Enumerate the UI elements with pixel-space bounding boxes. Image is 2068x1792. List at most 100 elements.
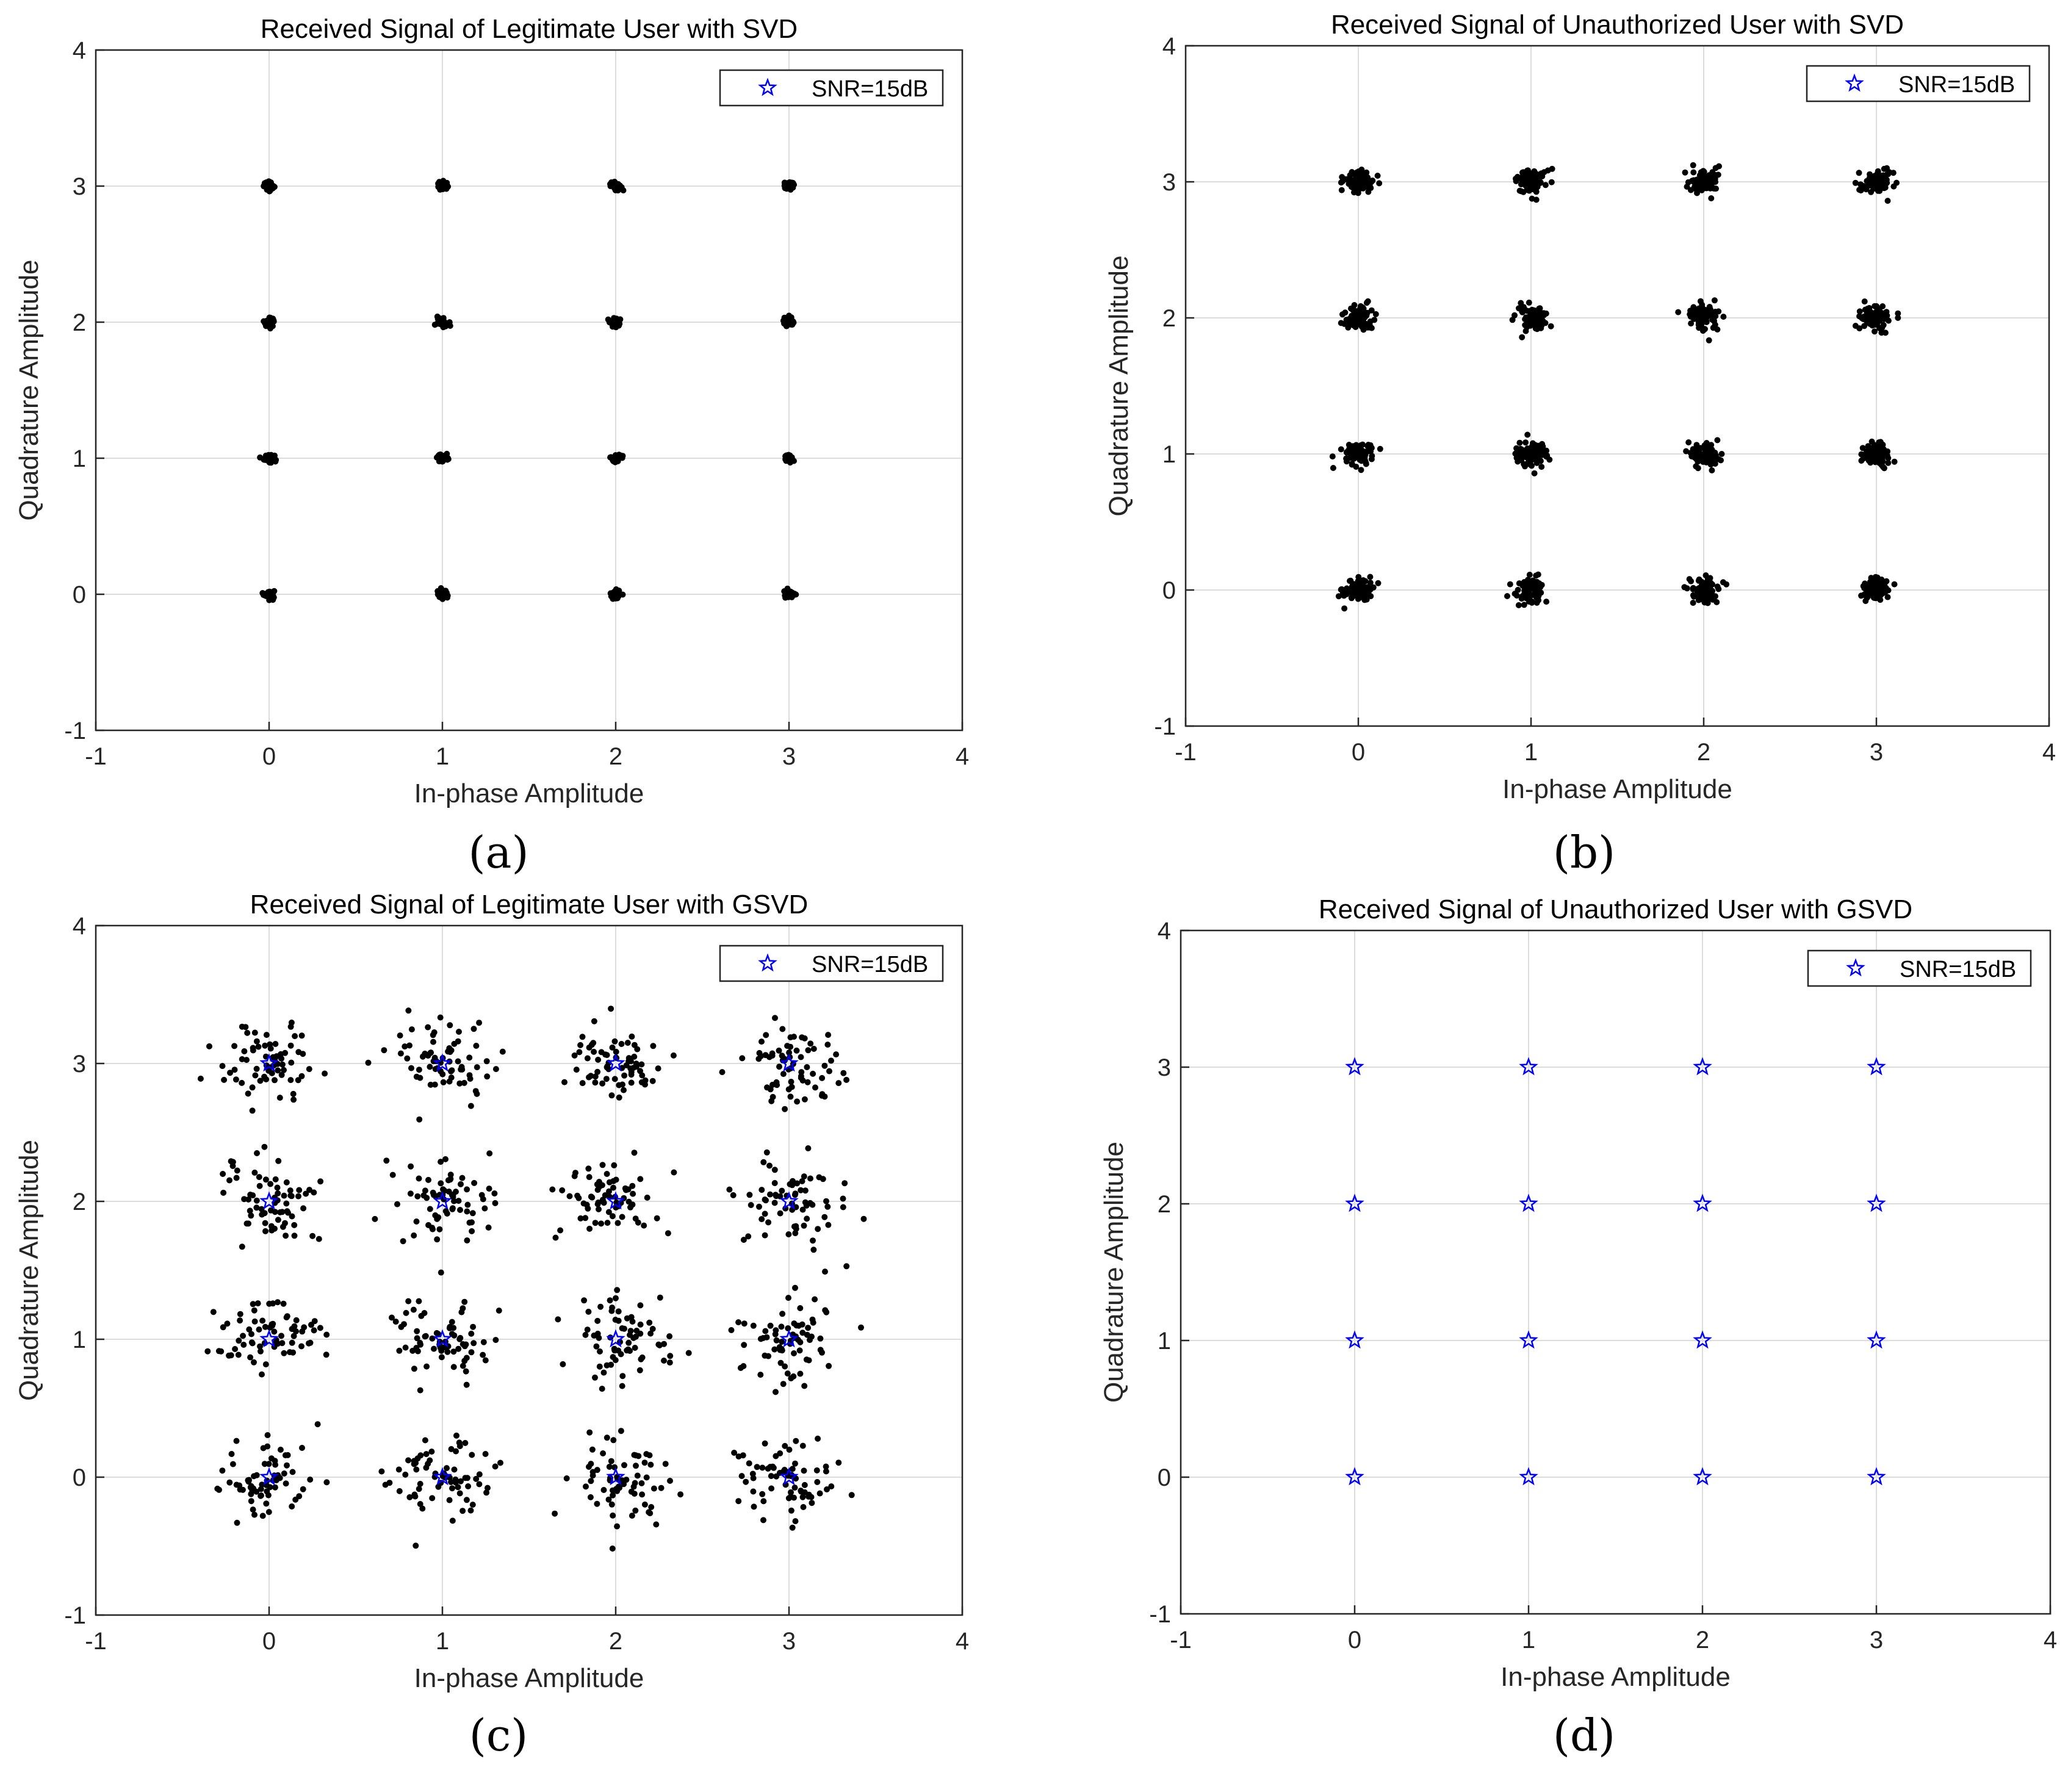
caption-d: (d) xyxy=(1552,1710,1616,1761)
data-point xyxy=(263,322,270,329)
x-tick-label: 4 xyxy=(2044,1627,2057,1653)
data-point xyxy=(1512,450,1519,457)
x-axis-label: In-phase Amplitude xyxy=(1502,774,1732,804)
data-point xyxy=(1370,584,1377,591)
data-point xyxy=(265,455,272,462)
data-point xyxy=(1538,582,1544,588)
data-point xyxy=(605,316,611,323)
data-point xyxy=(270,597,276,603)
y-tick-label: -1 xyxy=(1149,1601,1171,1628)
data-point xyxy=(1533,599,1540,606)
data-point xyxy=(1360,441,1366,448)
data-point xyxy=(784,591,791,597)
x-tick-label: -1 xyxy=(1170,1627,1192,1653)
data-point xyxy=(1347,578,1353,585)
data-point xyxy=(1368,179,1375,185)
data-point xyxy=(1355,596,1361,602)
data-point xyxy=(1329,453,1336,460)
data-point xyxy=(1364,298,1371,304)
data-point xyxy=(1525,591,1532,597)
data-point xyxy=(1358,323,1365,330)
data-point xyxy=(1372,311,1379,317)
data-point xyxy=(1356,318,1363,325)
data-point xyxy=(437,179,444,186)
axes-box xyxy=(95,49,964,732)
data-point xyxy=(1363,594,1369,600)
x-tick-label: 3 xyxy=(1870,1627,1883,1653)
data-point xyxy=(1524,431,1531,438)
x-tick-label: 1 xyxy=(436,743,449,770)
data-point xyxy=(1362,578,1369,585)
data-point xyxy=(1367,580,1374,586)
data-point xyxy=(1529,584,1535,591)
data-point xyxy=(1374,173,1381,179)
data-point xyxy=(1515,586,1521,593)
data-point xyxy=(791,181,798,188)
data-point xyxy=(1521,602,1527,608)
data-point xyxy=(265,592,272,599)
x-tick-label: -1 xyxy=(1175,739,1197,766)
data-point xyxy=(1529,599,1535,606)
data-point xyxy=(1526,572,1533,578)
data-point xyxy=(619,591,626,598)
data-point xyxy=(1353,450,1360,457)
data-point xyxy=(785,181,791,187)
data-point xyxy=(613,317,619,323)
chart-title: Received Signal of Unauthorized User wit… xyxy=(1319,894,1912,924)
x-tick-label: 4 xyxy=(956,743,969,770)
data-point xyxy=(440,315,447,322)
x-axis-label: In-phase Amplitude xyxy=(414,779,644,808)
data-point xyxy=(1338,446,1344,453)
data-point xyxy=(1519,583,1526,589)
legend-label: SNR=15dB xyxy=(1900,957,2016,982)
data-point xyxy=(613,591,619,598)
legend-star-icon xyxy=(758,77,777,96)
data-point xyxy=(1531,470,1538,477)
y-tick-label: -1 xyxy=(1154,713,1176,740)
data-point xyxy=(1367,318,1374,325)
data-point xyxy=(1343,455,1350,462)
data-point xyxy=(620,187,627,193)
data-point xyxy=(1365,585,1372,591)
data-point xyxy=(438,455,444,461)
data-point xyxy=(1352,314,1359,320)
x-tick-label: 4 xyxy=(2042,739,2056,766)
data-point xyxy=(1355,177,1361,184)
data-point xyxy=(445,456,452,462)
y-tick-label: 3 xyxy=(1158,1054,1171,1081)
data-point xyxy=(1376,180,1383,187)
caption-c: (c) xyxy=(469,1710,528,1761)
data-point xyxy=(268,320,275,327)
data-point xyxy=(1341,591,1348,597)
data-point xyxy=(1375,580,1382,586)
data-point xyxy=(1533,572,1540,579)
y-tick-label: 0 xyxy=(1158,1464,1171,1491)
y-tick-label: 4 xyxy=(73,37,86,64)
x-tick-label: 2 xyxy=(1696,1627,1709,1653)
y-tick-label: 2 xyxy=(1162,305,1176,332)
data-point xyxy=(1533,578,1540,585)
x-tick-label: 0 xyxy=(1348,1627,1361,1653)
data-point xyxy=(266,314,273,321)
data-point xyxy=(1339,311,1346,318)
y-tick-label: 4 xyxy=(1162,33,1176,60)
data-point xyxy=(782,453,789,459)
y-tick-label: 0 xyxy=(73,581,86,608)
y-tick-label: -1 xyxy=(64,718,86,744)
data-point xyxy=(1360,182,1366,189)
data-point xyxy=(1347,180,1354,187)
data-point xyxy=(444,594,450,601)
data-point xyxy=(1507,581,1513,588)
data-point xyxy=(1518,596,1525,602)
x-tick-label: 0 xyxy=(262,743,276,770)
x-tick-label: 3 xyxy=(782,743,796,770)
data-point xyxy=(1364,309,1371,316)
data-point xyxy=(443,184,450,190)
data-point xyxy=(1368,456,1375,462)
data-point xyxy=(1338,320,1344,326)
data-point xyxy=(615,456,622,462)
caption-a: (a) xyxy=(468,827,529,878)
chart-title: Received Signal of Unauthorized User wit… xyxy=(1331,10,1904,40)
y-tick-label: 1 xyxy=(1162,441,1176,468)
